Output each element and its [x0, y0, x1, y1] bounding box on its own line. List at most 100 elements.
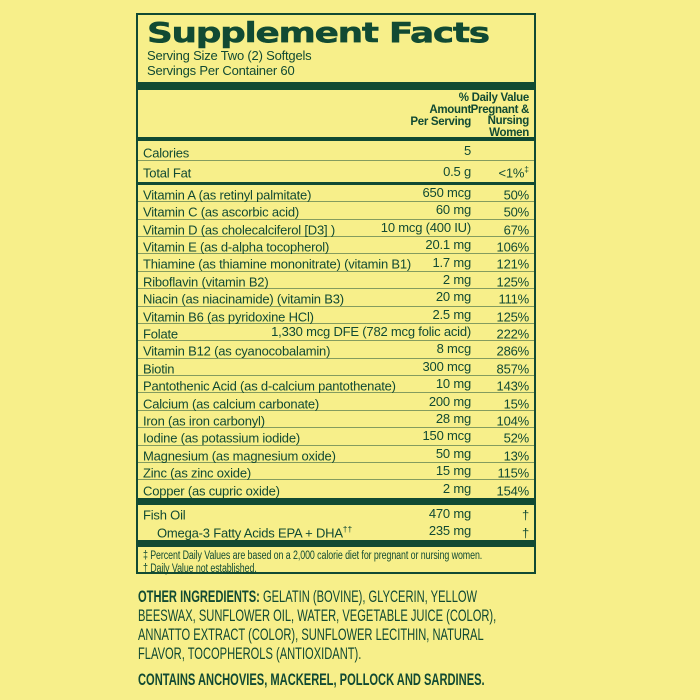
- nutrient-row: Vitamin B6 (as pyridoxine HCl) 2.5 mg 12…: [138, 307, 534, 324]
- supplement-facts-panel: Supplement Facts Serving Size Two (2) So…: [136, 13, 536, 575]
- nutrient-amount: 1.7 mg: [432, 254, 471, 270]
- nutrient-amount: 2 mg: [442, 481, 471, 497]
- other-ingredients-label: OTHER INGREDIENTS:: [138, 587, 260, 606]
- nutrient-name: Total Fat: [143, 165, 192, 181]
- nutrient-name: Biotin: [143, 361, 175, 377]
- nutrient-dv: 104%: [496, 413, 530, 429]
- nutrient-row: Vitamin E (as d-alpha tocopherol) 20.1 m…: [138, 237, 534, 255]
- column-headers: Amount Per Serving % Daily Value Pregnan…: [138, 90, 534, 139]
- nutrient-dv: 143%: [496, 378, 530, 394]
- nutrient-row: Biotin 300 mcg 857%: [138, 358, 534, 377]
- divider-medium: [138, 181, 534, 185]
- nutrient-name: Magnesium (as magnesium oxide): [143, 448, 336, 463]
- nutrient-dv: †: [521, 507, 529, 523]
- amount-per-serving-header: Amount Per Serving: [410, 104, 471, 128]
- nutrient-row: Niacin (as niacinamide) (vitamin B3) 20 …: [138, 289, 534, 307]
- nutrient-name: Omega-3 Fatty Acids EPA + DHA††: [157, 523, 353, 541]
- nutrient-amount: 20 mg: [435, 289, 471, 305]
- nutrient-amount: 200 mg: [428, 393, 471, 409]
- divider-thick: [138, 497, 534, 505]
- nutrient-row: Pantothenic Acid (as d-calcium pantothen…: [138, 376, 534, 394]
- nutrient-row: Fish Oil 470 mg †: [138, 505, 534, 523]
- nutrient-dv: 125%: [496, 308, 530, 324]
- nutrient-name: Vitamin D (as cholecalciferol [D3] ): [143, 221, 335, 237]
- nutrient-amount: 20.1 mg: [425, 237, 471, 253]
- nutrient-dv: 67%: [503, 221, 530, 237]
- nutrient-amount: 235 mg: [428, 522, 471, 538]
- nutrient-row: Total Fat 0.5 g <1%‡: [138, 161, 534, 181]
- nutrient-table: Calories 5 Total Fat 0.5 g <1%‡ Vitamin …: [138, 141, 534, 547]
- nutrient-name: Iron (as iron carbonyl): [143, 413, 265, 429]
- nutrient-row: Copper (as cupric oxide) 2 mg 154%: [138, 480, 534, 499]
- nutrient-amount: 650 mcg: [422, 184, 472, 200]
- nutrient-amount: 2.5 mg: [432, 306, 471, 322]
- nutrient-name: Niacin (as niacinamide) (vitamin B3): [143, 291, 344, 307]
- nutrient-amount: 28 mg: [435, 411, 471, 427]
- nutrient-amount: 50 mg: [435, 445, 471, 461]
- nutrient-name: Zinc (as zinc oxide): [143, 465, 251, 481]
- nutrient-row: Calcium (as calcium carbonate) 200 mg 15…: [138, 393, 534, 411]
- nutrient-name: Riboflavin (vitamin B2): [143, 274, 269, 290]
- nutrient-amount: 150 mcg: [422, 428, 472, 444]
- nutrient-dv: 106%: [496, 239, 530, 255]
- nutrient-name: Pantothenic Acid (as d-calcium pantothen…: [143, 378, 396, 394]
- nutrient-name: Calcium (as calcium carbonate): [143, 395, 320, 411]
- nutrient-dv: 13%: [503, 448, 530, 463]
- daily-value-header: % Daily Value Pregnant & Nursing Women: [458, 92, 530, 139]
- nutrient-row: Vitamin B12 (as cyanocobalamin) 8 mcg 28…: [138, 341, 534, 359]
- nutrient-row: Vitamin D (as cholecalciferol [D3] ) 10 …: [138, 220, 534, 237]
- nutrient-row: Iron (as iron carbonyl) 28 mg 104%: [138, 411, 534, 429]
- nutrient-amount: 5: [463, 142, 471, 158]
- nutrient-name: Folate: [143, 326, 178, 342]
- nutrient-dv: 115%: [497, 465, 530, 481]
- other-ingredients-text: GELATIN (BOVINE), GLYCERIN, YELLOW BEESW…: [138, 587, 497, 663]
- panel-title: Supplement Facts: [147, 16, 491, 49]
- footnote-line: ‡ Percent Daily Values are based on a 2,…: [143, 549, 483, 562]
- nutrient-row: Riboflavin (vitamin B2) 2 mg 125%: [138, 271, 534, 290]
- nutrient-row: Thiamine (as thiamine mononitrate) (vita…: [138, 254, 534, 272]
- nutrient-amount: 300 mcg: [422, 358, 472, 374]
- nutrient-name: Vitamin C (as ascorbic acid): [143, 204, 299, 220]
- footnote-line: † Daily Value not established.: [143, 562, 257, 575]
- nutrient-row: Vitamin A (as retinyl palmitate) 650 mcg…: [138, 184, 534, 203]
- other-ingredients: OTHER INGREDIENTS: GELATIN (BOVINE), GLY…: [138, 587, 531, 663]
- nutrient-name: Iodine (as potassium iodide): [143, 430, 300, 446]
- nutrient-amount: 60 mg: [435, 202, 471, 218]
- nutrient-amount: 2 mg: [442, 271, 471, 287]
- nutrient-dv: 154%: [496, 483, 530, 499]
- below-panel-text: OTHER INGREDIENTS: GELATIN (BOVINE), GLY…: [138, 587, 540, 689]
- nutrient-amount: 10 mcg (400 IU): [380, 219, 471, 235]
- divider-thick: [138, 82, 534, 90]
- nutrient-dv: 15%: [503, 395, 530, 411]
- nutrient-dv: 50%: [503, 187, 530, 203]
- servings-per-container-line: Servings Per Container 60: [147, 63, 295, 78]
- nutrient-name: Vitamin A (as retinyl palmitate): [143, 187, 312, 203]
- nutrient-row: Magnesium (as magnesium oxide) 50 mg 13%: [138, 445, 534, 464]
- nutrient-amount: 8 mcg: [436, 341, 472, 357]
- nutrient-dv: 286%: [496, 343, 530, 359]
- nutrient-name: Vitamin E (as d-alpha tocopherol): [143, 239, 330, 255]
- nutrient-amount: 1,330 mcg DFE (782 mcg folic acid): [271, 324, 471, 340]
- nutrient-name: Vitamin B6 (as pyridoxine HCl): [143, 308, 314, 324]
- nutrient-row: Folate 1,330 mcg DFE (782 mcg folic acid…: [138, 324, 534, 342]
- nutrient-row: Calories 5: [138, 141, 534, 162]
- nutrient-dv: 121%: [496, 256, 530, 272]
- nutrient-row: Vitamin C (as ascorbic acid) 60 mg 50%: [138, 202, 534, 220]
- nutrient-dv: <1%‡: [498, 164, 529, 181]
- nutrient-dv: 222%: [496, 326, 530, 342]
- nutrient-name: Vitamin B12 (as cyanocobalamin): [143, 343, 331, 359]
- divider-thick: [138, 539, 534, 547]
- serving-size-line: Serving Size Two (2) Softgels: [147, 48, 312, 63]
- nutrient-name: Thiamine (as thiamine mononitrate) (vita…: [143, 256, 412, 272]
- nutrient-dv: 125%: [496, 274, 530, 290]
- nutrient-dv: †: [521, 525, 529, 541]
- divider-medium: [138, 137, 534, 141]
- nutrient-amount: 15 mg: [435, 463, 471, 479]
- nutrient-row: Iodine (as potassium iodide) 150 mcg 52%: [138, 428, 534, 446]
- nutrient-dv: 52%: [503, 430, 530, 446]
- nutrient-amount: 470 mg: [428, 505, 471, 521]
- nutrient-dv: 857%: [496, 361, 530, 377]
- nutrient-amount: 10 mg: [435, 376, 471, 392]
- nutrient-dv: 111%: [498, 291, 529, 307]
